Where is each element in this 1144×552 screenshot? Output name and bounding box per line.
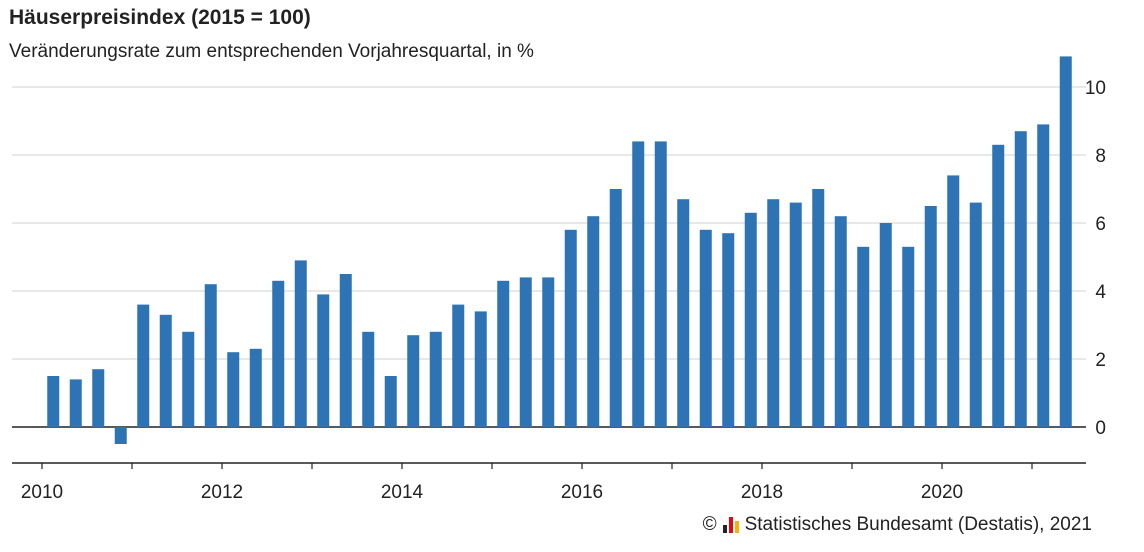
bar xyxy=(407,335,420,427)
bar xyxy=(204,284,217,427)
bar xyxy=(519,277,532,427)
chart-subtitle: Veränderungsrate zum entsprechenden Vorj… xyxy=(9,41,534,62)
bar xyxy=(654,141,667,427)
bar xyxy=(47,376,60,427)
bar xyxy=(114,427,127,444)
bar xyxy=(249,348,262,427)
bar xyxy=(902,246,915,427)
bar xyxy=(947,175,960,427)
bar xyxy=(677,199,690,427)
bar xyxy=(137,304,150,427)
destatis-logo-icon xyxy=(722,517,739,533)
bar xyxy=(857,246,870,427)
y-tick-label: 0 xyxy=(1095,418,1106,439)
bar-series xyxy=(47,56,1072,444)
y-tick-label: 2 xyxy=(1095,350,1106,371)
bar xyxy=(429,331,442,427)
bar xyxy=(1059,56,1072,428)
source-note: © Statistisches Bundesamt (Destatis), 20… xyxy=(703,514,1092,536)
x-axis: 2010 2012 2014 2016 2018 2020 xyxy=(12,462,1086,503)
bar xyxy=(879,223,892,427)
source-text: Statistisches Bundesamt (Destatis), 2021 xyxy=(744,514,1092,535)
bar xyxy=(272,280,285,427)
bar xyxy=(317,294,330,427)
x-tick-label: 2016 xyxy=(561,482,603,503)
bar xyxy=(722,233,735,427)
x-tick-label: 2014 xyxy=(381,482,424,503)
bar xyxy=(587,216,600,427)
bar xyxy=(609,189,622,427)
y-axis: 0 2 4 6 8 10 xyxy=(1085,78,1107,439)
bar xyxy=(812,189,825,427)
x-tick-label: 2020 xyxy=(921,482,963,503)
y-tick-label: 6 xyxy=(1095,214,1106,235)
bar xyxy=(92,369,105,427)
bar xyxy=(924,206,937,427)
bar xyxy=(1014,131,1027,427)
copyright-symbol: © xyxy=(702,514,717,535)
bar xyxy=(1037,124,1050,428)
chart-title: Häuserpreisindex (2015 = 100) xyxy=(9,6,311,29)
bar xyxy=(699,229,712,427)
bar xyxy=(159,314,172,427)
y-tick-label: 4 xyxy=(1095,282,1106,303)
y-tick-label: 8 xyxy=(1095,146,1106,167)
x-tick-label: 2012 xyxy=(201,482,243,503)
bar xyxy=(969,202,982,427)
bar xyxy=(384,376,397,427)
bar xyxy=(497,280,510,427)
bar xyxy=(992,144,1005,428)
bar xyxy=(744,212,757,427)
bar xyxy=(767,199,780,427)
bar xyxy=(452,304,465,427)
bar xyxy=(632,141,645,427)
y-tick-label: 10 xyxy=(1085,78,1106,99)
bar xyxy=(362,331,375,427)
x-tick-label: 2018 xyxy=(741,482,783,503)
bar xyxy=(564,229,577,427)
bar xyxy=(182,331,195,427)
x-tick-label: 2010 xyxy=(21,482,63,503)
bar xyxy=(294,260,307,427)
bar xyxy=(834,216,847,427)
bar xyxy=(789,202,802,427)
bar xyxy=(542,277,555,427)
bar xyxy=(339,274,352,427)
bar xyxy=(227,352,240,427)
bar xyxy=(69,379,82,427)
bar xyxy=(474,311,487,427)
